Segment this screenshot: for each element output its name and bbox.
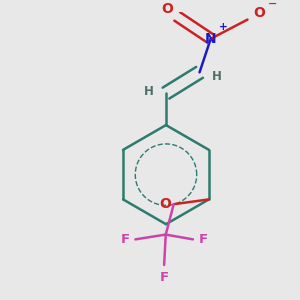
Text: F: F [160,271,169,284]
Text: −: − [267,0,277,9]
Text: F: F [199,233,208,246]
Text: F: F [121,233,130,246]
Text: +: + [218,22,227,32]
Text: O: O [161,2,173,16]
Text: N: N [205,32,217,46]
Text: H: H [143,85,153,98]
Text: H: H [212,70,222,83]
Text: O: O [253,6,265,20]
Text: O: O [159,197,171,211]
